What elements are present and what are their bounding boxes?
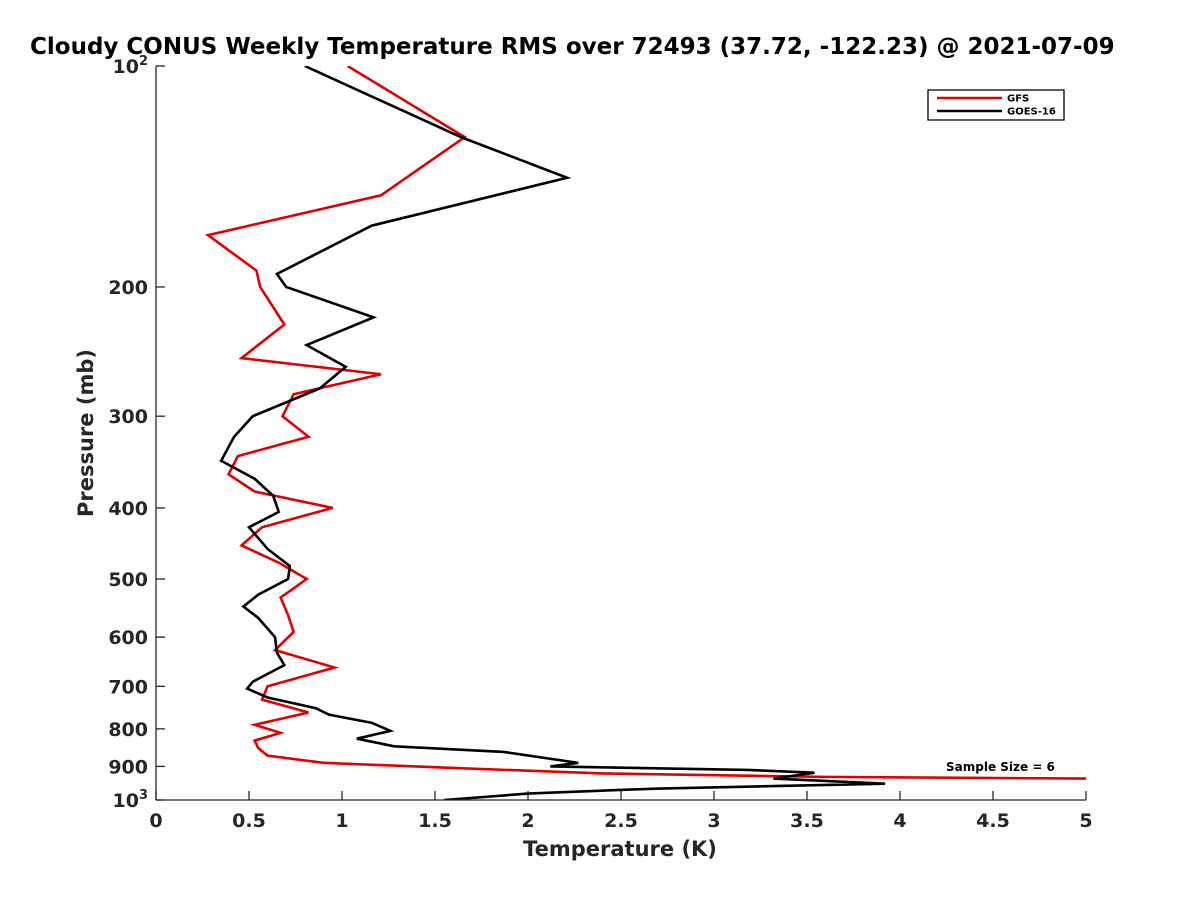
y-tick-label: 500	[108, 569, 148, 591]
x-axis-ticks: 0 0.5 1 1.5 2 2.5 3 3.5 4 4.5 5	[149, 791, 1093, 832]
x-tick-label: 3	[707, 810, 720, 832]
y-axis-label: Pressure (mb)	[74, 349, 98, 517]
y-tick-label: 700	[108, 676, 148, 698]
y-tick-label-exponent: 3	[139, 788, 148, 803]
series-layer	[205, 66, 1086, 800]
x-tick-label: 2.5	[604, 810, 638, 832]
y-tick-label: 103	[113, 788, 149, 812]
series-line-gfs	[205, 66, 1086, 780]
chart-title: Cloudy CONUS Weekly Temperature RMS over…	[30, 34, 1115, 60]
legend-box	[927, 89, 1065, 121]
x-axis-label: Temperature (K)	[523, 837, 717, 861]
y-tick-label: 300	[108, 406, 148, 428]
y-tick-label: 200	[108, 277, 148, 299]
legend-label-gfs: GFS	[1007, 94, 1029, 105]
legend-label-goes16: GOES-16	[1007, 107, 1056, 118]
y-tick-label: 800	[108, 719, 148, 741]
legend: GFS GOES-16	[927, 89, 1065, 121]
x-tick-label: 4	[893, 810, 906, 832]
x-tick-label: 4.5	[976, 810, 1010, 832]
x-tick-label: 5	[1079, 810, 1092, 832]
x-tick-label: 1	[335, 810, 348, 832]
x-tick-label: 1.5	[418, 810, 452, 832]
series-line-goes16	[219, 66, 886, 800]
y-tick-label: 900	[108, 756, 148, 778]
y-tick-label-base: 10	[113, 790, 139, 812]
x-tick-label: 2	[521, 810, 534, 832]
x-tick-label: 3.5	[790, 810, 824, 832]
y-tick-label-base: 10	[113, 56, 139, 78]
sample-size-annotation: Sample Size = 6	[946, 760, 1055, 774]
y-tick-label: 102	[113, 54, 149, 78]
x-tick-label: 0.5	[232, 810, 266, 832]
y-tick-label: 400	[108, 498, 148, 520]
x-tick-label: 0	[149, 810, 162, 832]
y-tick-label-exponent: 2	[139, 54, 148, 69]
y-tick-label: 600	[108, 627, 148, 649]
